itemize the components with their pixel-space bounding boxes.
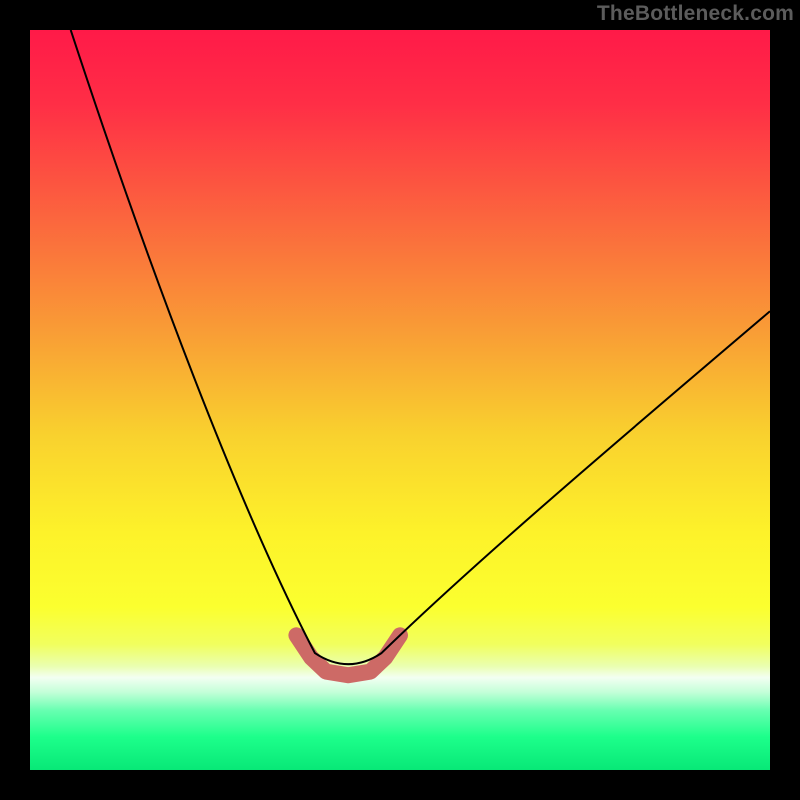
chart-frame: TheBottleneck.com <box>0 0 800 800</box>
watermark-text: TheBottleneck.com <box>597 2 794 26</box>
bottleneck-chart <box>0 0 800 800</box>
plot-background <box>30 30 770 770</box>
